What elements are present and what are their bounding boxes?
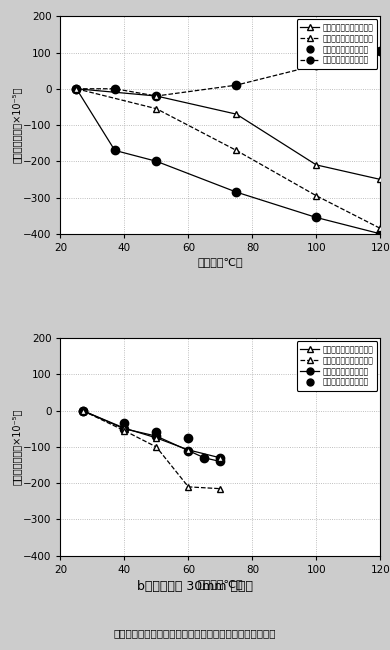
Text: 図－１　温度変化に伴う２種類の岩石のひずみ変化測定例: 図－１ 温度変化に伴う２種類の岩石のひずみ変化測定例 xyxy=(114,628,276,638)
Legend: 三城目安山岩（最大値）, 三城目安山岩（最小値）, 稲田花崗岩（最大値）, 稲田花崗岩（最小値）: 三城目安山岩（最大値）, 三城目安山岩（最小値）, 稲田花崗岩（最大値）, 稲田… xyxy=(296,341,377,391)
X-axis label: 温　度（℃）: 温 度（℃） xyxy=(198,579,243,589)
Y-axis label: ひずみ指示値（×10⁻⁵）: ひずみ指示値（×10⁻⁵） xyxy=(12,409,22,485)
Y-axis label: ひずみ指示値（×10⁻⁵）: ひずみ指示値（×10⁻⁵） xyxy=(12,87,22,163)
X-axis label: 温　度（℃）: 温 度（℃） xyxy=(198,257,243,267)
Text: b）ゲージ長 30mm の場合: b）ゲージ長 30mm の場合 xyxy=(137,580,253,593)
Legend: 三城目安山岩（最大値）, 三城目安山岩（最小値）, 稲田花崗岩（最大値）, 稲田花崗岩（最小値）: 三城目安山岩（最大値）, 三城目安山岩（最小値）, 稲田花崗岩（最大値）, 稲田… xyxy=(296,20,377,69)
